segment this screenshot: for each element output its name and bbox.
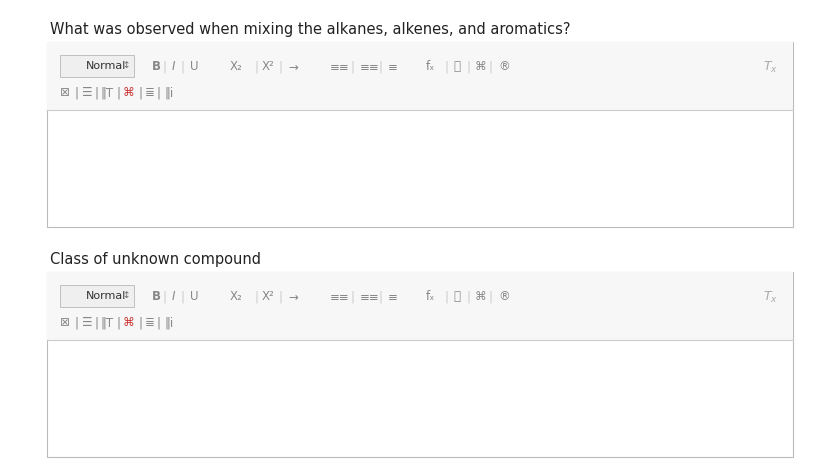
Text: X₂: X₂: [230, 61, 243, 74]
Text: |: |: [466, 290, 470, 303]
Text: →: →: [288, 61, 298, 74]
Bar: [47, 272, 793, 457]
Text: |: |: [116, 87, 120, 100]
Text: ⌘: ⌘: [123, 316, 134, 329]
Text: ⌘: ⌘: [475, 290, 486, 303]
Text: |: |: [489, 61, 493, 74]
Text: ≡≡: ≡≡: [330, 290, 349, 303]
Text: |: |: [379, 61, 383, 74]
Text: ≡: ≡: [388, 290, 398, 303]
Text: ‖i: ‖i: [164, 316, 173, 329]
Bar: [47, 42, 793, 110]
Text: ☰: ☰: [82, 316, 92, 329]
Text: X²: X²: [262, 290, 275, 303]
Text: ≣: ≣: [145, 316, 155, 329]
Text: U: U: [190, 61, 198, 74]
Text: |: |: [181, 290, 185, 303]
Text: ⊠: ⊠: [60, 316, 70, 329]
Text: |: |: [138, 87, 142, 100]
Text: |: |: [489, 290, 493, 303]
Text: |: |: [379, 290, 383, 303]
Text: |: |: [75, 87, 79, 100]
Text: |: |: [444, 290, 448, 303]
Text: |: |: [138, 316, 142, 329]
Text: Class of unknown compound: Class of unknown compound: [50, 252, 261, 267]
Text: U: U: [190, 290, 198, 303]
Text: ®: ®: [498, 290, 510, 303]
Text: |: |: [181, 61, 185, 74]
Text: ↕: ↕: [123, 292, 129, 301]
Bar: [47, 272, 793, 340]
Text: I: I: [172, 290, 176, 303]
Text: B: B: [152, 61, 161, 74]
Text: |: |: [157, 87, 161, 100]
Bar: [60, 55, 134, 77]
Text: |: |: [116, 316, 120, 329]
Text: I: I: [172, 61, 176, 74]
Text: |: |: [75, 316, 79, 329]
Bar: [47, 42, 793, 227]
Text: |: |: [94, 316, 98, 329]
Text: $\mathit{T}_x$: $\mathit{T}_x$: [763, 289, 778, 305]
Text: Normal: Normal: [86, 61, 126, 71]
Text: |: |: [444, 61, 448, 74]
Text: |: |: [163, 290, 167, 303]
Text: →: →: [288, 290, 298, 303]
Text: |: |: [350, 61, 354, 74]
Text: |: |: [94, 87, 98, 100]
Text: |: |: [163, 61, 167, 74]
Text: ⛔: ⛔: [453, 290, 460, 303]
Text: ®: ®: [498, 61, 510, 74]
Text: ≡: ≡: [388, 61, 398, 74]
Text: ☰: ☰: [82, 87, 92, 100]
Text: fₓ: fₓ: [426, 61, 435, 74]
Text: Normal: Normal: [86, 291, 126, 301]
Text: ≡≡: ≡≡: [360, 61, 380, 74]
Text: B: B: [152, 290, 161, 303]
Text: ‖T: ‖T: [101, 316, 114, 329]
Text: ⊠: ⊠: [60, 87, 70, 100]
Text: |: |: [254, 61, 258, 74]
Text: |: |: [350, 290, 354, 303]
Text: |: |: [466, 61, 470, 74]
Text: ≡≡: ≡≡: [330, 61, 349, 74]
Text: ‖i: ‖i: [164, 87, 173, 100]
Text: |: |: [278, 61, 282, 74]
Text: What was observed when mixing the alkanes, alkenes, and aromatics?: What was observed when mixing the alkane…: [50, 22, 570, 37]
Text: ≣: ≣: [145, 87, 155, 100]
Text: |: |: [278, 290, 282, 303]
Text: fₓ: fₓ: [426, 290, 435, 303]
Text: ⌘: ⌘: [123, 87, 134, 100]
Text: |: |: [254, 290, 258, 303]
Text: ↕: ↕: [123, 62, 129, 70]
Text: ≡≡: ≡≡: [360, 290, 380, 303]
Text: ⛔: ⛔: [453, 61, 460, 74]
Bar: [60, 285, 134, 307]
Text: ⌘: ⌘: [475, 61, 486, 74]
Text: ‖T: ‖T: [101, 87, 114, 100]
Text: $\mathit{T}_x$: $\mathit{T}_x$: [763, 60, 778, 75]
Text: |: |: [157, 316, 161, 329]
Text: X²: X²: [262, 61, 275, 74]
Text: X₂: X₂: [230, 290, 243, 303]
